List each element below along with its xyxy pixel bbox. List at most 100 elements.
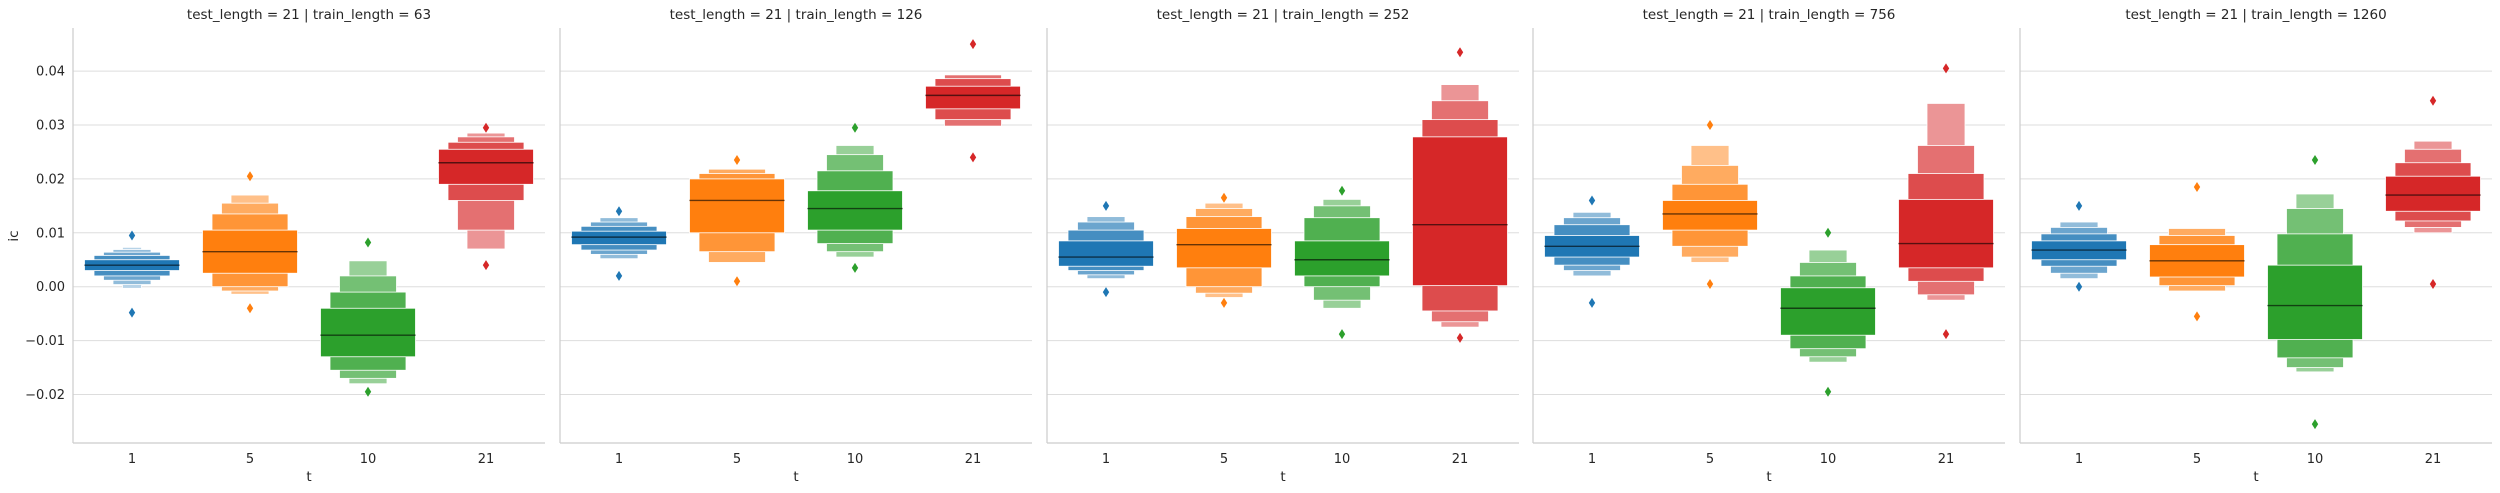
boxen-group <box>438 122 534 271</box>
outlier-point <box>1942 63 1950 74</box>
x-tick-label: 1 <box>128 452 136 467</box>
boxen-level <box>1662 200 1758 231</box>
y-tick-label: 0.02 <box>36 172 65 187</box>
facet-panel: test_length = 21 | train_length = 252 1 5 1… <box>1046 7 1519 485</box>
x-tick-label: 1 <box>2075 452 2083 467</box>
outlier-point <box>615 206 623 217</box>
outlier-point <box>733 276 741 287</box>
outlier-point <box>969 39 977 50</box>
outlier-point <box>2193 311 2201 322</box>
boxen-level <box>2267 264 2363 340</box>
boxen-group <box>925 39 1021 163</box>
y-axis-label: ic <box>6 230 22 241</box>
facet-title: test_length = 21 | train_length = 756 <box>1643 7 1896 23</box>
outlier-point <box>246 303 254 314</box>
outlier-point <box>1220 192 1228 203</box>
boxen-group <box>1780 227 1876 397</box>
outlier-point <box>1102 200 1110 211</box>
x-tick-label: 5 <box>1706 452 1714 467</box>
outlier-point <box>2429 279 2437 290</box>
outlier-point <box>482 122 490 133</box>
y-tick-label: 0.01 <box>36 226 65 241</box>
x-tick-label: 21 <box>478 452 495 467</box>
outlier-point <box>364 237 372 248</box>
x-tick-label: 21 <box>1938 452 1955 467</box>
outlier-point <box>1942 329 1950 340</box>
outlier-point <box>1706 279 1714 290</box>
outlier-point <box>2193 181 2201 192</box>
x-tick-label: 5 <box>1220 452 1228 467</box>
x-tick-label: 1 <box>1588 452 1596 467</box>
boxen-group <box>320 237 416 397</box>
boxen-group <box>1412 47 1508 343</box>
boxen-level <box>1412 136 1508 287</box>
x-tick-label: 5 <box>2193 452 2201 467</box>
x-tick-label: 10 <box>847 452 864 467</box>
y-tick-label: 0.00 <box>36 280 65 295</box>
outlier-point <box>364 386 372 397</box>
outlier-point <box>1220 297 1228 308</box>
outlier-point <box>851 122 859 133</box>
boxen-group <box>689 155 785 287</box>
x-tick-label: 1 <box>1102 452 1110 467</box>
outlier-point <box>128 307 136 318</box>
facet-panel: test_length = 21 | train_length = 756 1 5 1… <box>1532 7 2005 485</box>
boxen-group <box>1058 200 1154 298</box>
facet-panel: test_length = 21 | train_length = 126 1 5 1… <box>559 7 1032 485</box>
x-tick-label: 21 <box>1452 452 1469 467</box>
x-axis-label: t <box>306 469 311 485</box>
boxen-group <box>807 122 903 273</box>
x-tick-label: 5 <box>733 452 741 467</box>
x-tick-label: 21 <box>2425 452 2442 467</box>
outlier-point <box>1706 120 1714 131</box>
boxen-level <box>925 85 1021 110</box>
boxen-group <box>202 171 298 314</box>
x-axis-label: t <box>1766 469 1771 485</box>
boxen-group <box>2385 95 2481 290</box>
outlier-point <box>1824 227 1832 238</box>
outlier-point <box>128 230 136 241</box>
facet-title: test_length = 21 | train_length = 126 <box>670 7 923 23</box>
outlier-point <box>1338 185 1346 196</box>
facet-title: test_length = 21 | train_length = 1260 <box>2125 7 2386 23</box>
boxen-level <box>1294 240 1390 277</box>
outlier-point <box>1456 47 1464 58</box>
x-tick-label: 10 <box>1334 452 1351 467</box>
y-tick-label: −0.02 <box>25 388 65 403</box>
outlier-point <box>1824 386 1832 397</box>
x-axis-label: t <box>793 469 798 485</box>
facet-panel: test_length = 21 | train_length = 63 −0.0… <box>25 7 545 485</box>
boxen-group <box>571 206 667 281</box>
boxen-group <box>2267 155 2363 430</box>
boxen-group <box>1898 63 1994 340</box>
facet-panels: test_length = 21 | train_length = 63 −0.0… <box>25 7 2492 485</box>
x-tick-label: 10 <box>360 452 377 467</box>
x-axis-label: t <box>2253 469 2258 485</box>
outlier-point <box>2311 419 2319 430</box>
boxen-level <box>438 148 534 185</box>
boxen-level <box>1780 287 1876 336</box>
boxen-group <box>2031 200 2127 292</box>
x-tick-label: 1 <box>615 452 623 467</box>
outlier-point <box>2075 200 2083 211</box>
outlier-point <box>2075 281 2083 292</box>
boxen-level <box>1176 228 1272 269</box>
outlier-point <box>1588 195 1596 206</box>
x-tick-label: 21 <box>965 452 982 467</box>
boxen-level <box>807 190 903 231</box>
boxen-group <box>1544 195 1640 308</box>
boxen-level <box>689 178 785 234</box>
x-tick-label: 10 <box>2307 452 2324 467</box>
boxen-level <box>1898 198 1994 269</box>
outlier-point <box>2429 95 2437 106</box>
outlier-point <box>1588 297 1596 308</box>
boxen-level <box>2385 175 2481 212</box>
boxen-group <box>1662 120 1758 290</box>
outlier-point <box>1338 329 1346 340</box>
x-tick-label: 5 <box>246 452 254 467</box>
boxen-level <box>320 307 416 358</box>
y-tick-label: −0.01 <box>25 334 65 349</box>
outlier-point <box>2311 155 2319 166</box>
facet-title: test_length = 21 | train_length = 63 <box>187 7 431 23</box>
